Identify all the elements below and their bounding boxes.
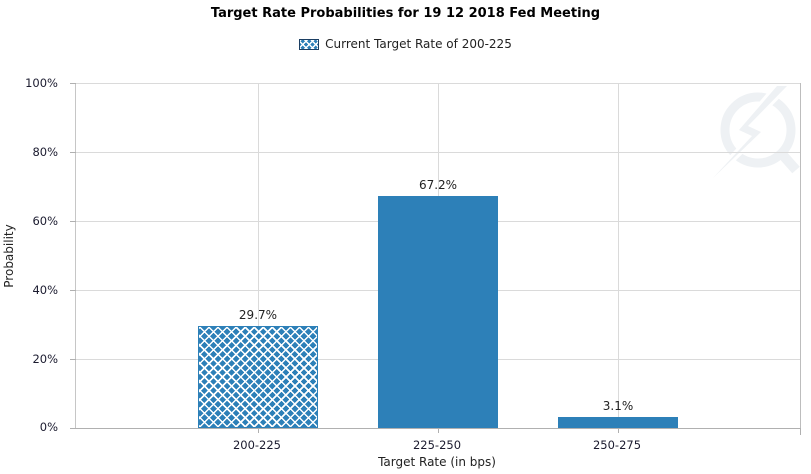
x-tick-label: 200-225 xyxy=(232,438,282,452)
legend-crosshatch-swatch-icon xyxy=(299,38,320,50)
chart-legend[interactable]: Current Target Rate of 200-225 xyxy=(0,37,811,51)
y-tick-label: 60% xyxy=(32,214,58,228)
plot-area: 29.7% 67.2% 3.1% xyxy=(70,83,801,435)
legend-label: Current Target Rate of 200-225 xyxy=(325,37,512,51)
y-tick-label: 100% xyxy=(25,76,58,90)
bar-data-label: 67.2% xyxy=(418,178,458,193)
x-tick-mark xyxy=(257,428,259,433)
bar-data-label: 3.1% xyxy=(602,399,634,414)
x-tick-mark xyxy=(800,428,801,435)
y-tick-mark xyxy=(70,83,76,84)
gridline-vertical xyxy=(257,83,259,428)
y-tick-mark xyxy=(70,290,76,291)
y-tick-mark xyxy=(70,221,76,222)
bar-250-275[interactable] xyxy=(558,417,678,428)
x-tick-label: 250-275 xyxy=(592,438,642,452)
x-axis-tick-labels: 200-225 225-250 250-275 xyxy=(75,438,799,454)
x-tick-mark xyxy=(618,428,619,433)
bar-group-225-250: 67.2% xyxy=(378,83,498,428)
y-tick-label: 40% xyxy=(32,283,58,297)
y-axis-tick-labels: 100% 80% 60% 40% 20% 0% xyxy=(0,76,68,434)
y-tick-label: 0% xyxy=(39,420,58,434)
bar-225-250[interactable] xyxy=(378,196,498,428)
gridline-vertical xyxy=(618,83,619,428)
chart-title: Target Rate Probabilities for 19 12 2018… xyxy=(210,6,601,21)
bar-data-label: 29.7% xyxy=(238,307,278,322)
x-axis-title: Target Rate (in bps) xyxy=(378,455,496,469)
x-tick-mark xyxy=(438,428,439,433)
y-tick-mark xyxy=(70,359,76,360)
bar-200-225[interactable] xyxy=(197,325,318,428)
bar-group-200-225: 29.7% xyxy=(197,83,318,428)
x-tick-label: 225-250 xyxy=(412,438,462,452)
x-axis-line xyxy=(70,428,800,429)
bar-group-250-275: 3.1% xyxy=(558,83,678,428)
y-tick-label: 20% xyxy=(32,352,58,366)
y-tick-mark xyxy=(70,152,76,153)
y-tick-label: 80% xyxy=(32,145,58,159)
